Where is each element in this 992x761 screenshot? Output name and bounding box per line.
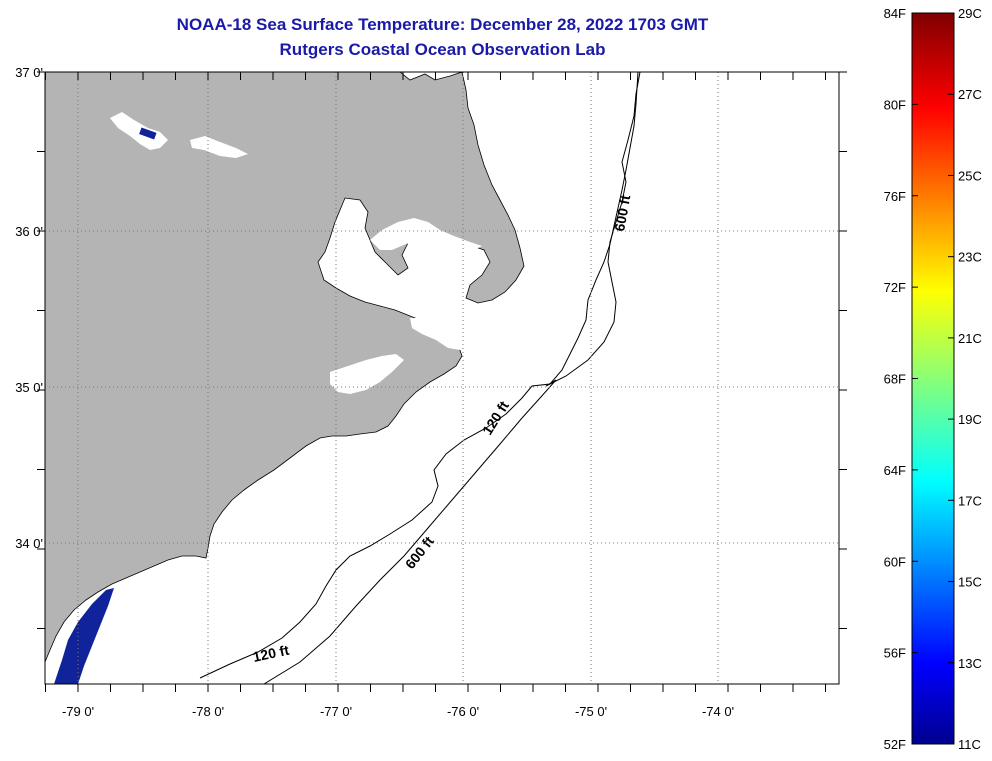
pamlico-sound (410, 302, 492, 350)
colorbar-label-f: 80F (884, 97, 906, 112)
colorbar-ticks (912, 12, 954, 745)
latitude-label: 36 0' (15, 224, 43, 239)
contour-label-600ft-north: 600 ft (611, 193, 633, 232)
contour-label-120ft-south: 120 ft (251, 642, 290, 665)
kerr-lake (110, 112, 168, 150)
map-subtitle: Rutgers Coastal Ocean Observation Lab (279, 40, 606, 59)
longitude-label: -75 0' (575, 704, 607, 719)
longitude-label: -74 0' (702, 704, 734, 719)
colorbar-label-f: 52F (884, 737, 906, 752)
albemarle-sound (370, 218, 482, 252)
longitude-label: -76 0' (447, 704, 479, 719)
map-ticks (37, 71, 847, 692)
map-gridlines (45, 72, 839, 684)
latitude-label: 37 0' (15, 65, 43, 80)
colorbar-label-f: 64F (884, 463, 906, 478)
kerr-lake-cold-pixels (139, 127, 157, 140)
colorbar-label-c: 13C (958, 656, 982, 671)
colorbar-label-c: 27C (958, 87, 982, 102)
longitude-label: -78 0' (192, 704, 224, 719)
colorbar-label-f: 84F (884, 6, 906, 21)
colorbar-celsius-labels: 29C 27C 25C 23C 21C 19C 17C 15C 13C 11C (958, 6, 982, 752)
colorbar-label-c: 11C (958, 737, 981, 752)
latitude-label: 34 0' (15, 536, 43, 551)
colorbar-label-c: 23C (958, 250, 982, 265)
colorbar-label-c: 19C (958, 412, 982, 427)
colorbar-label-c: 21C (958, 331, 982, 346)
colorbar-label-c: 15C (958, 575, 982, 590)
colorbar-label-c: 17C (958, 493, 982, 508)
latitude-labels: 37 0' 36 0' 35 0' 34 0' (15, 65, 43, 551)
longitude-label: -79 0' (62, 704, 94, 719)
land-mass (45, 72, 525, 663)
map-frame (44, 71, 840, 685)
longitude-labels: -79 0' -78 0' -77 0' -76 0' -75 0' -74 0' (62, 704, 734, 719)
neuse-river (330, 354, 404, 394)
map-title: NOAA-18 Sea Surface Temperature: Decembe… (176, 15, 709, 34)
contour-600ft (263, 72, 641, 684)
colorbar-label-f: 76F (884, 189, 906, 204)
contour-120ft (199, 72, 639, 679)
colorbar-label-f: 56F (884, 646, 906, 661)
colorbar-fahrenheit-labels: 84F 80F 76F 72F 68F 64F 60F 56F 52F (884, 6, 906, 752)
longitude-label: -77 0' (320, 704, 352, 719)
colorbar-label-c: 25C (958, 168, 982, 183)
colorbar-label-f: 68F (884, 372, 906, 387)
latitude-label: 35 0' (15, 380, 43, 395)
colorbar-label-c: 29C (958, 6, 982, 21)
lake-gaston (190, 136, 248, 158)
cold-water-patch (54, 588, 114, 684)
colorbar (911, 12, 955, 745)
colorbar-label-f: 60F (884, 554, 906, 569)
colorbar-label-f: 72F (884, 280, 906, 295)
